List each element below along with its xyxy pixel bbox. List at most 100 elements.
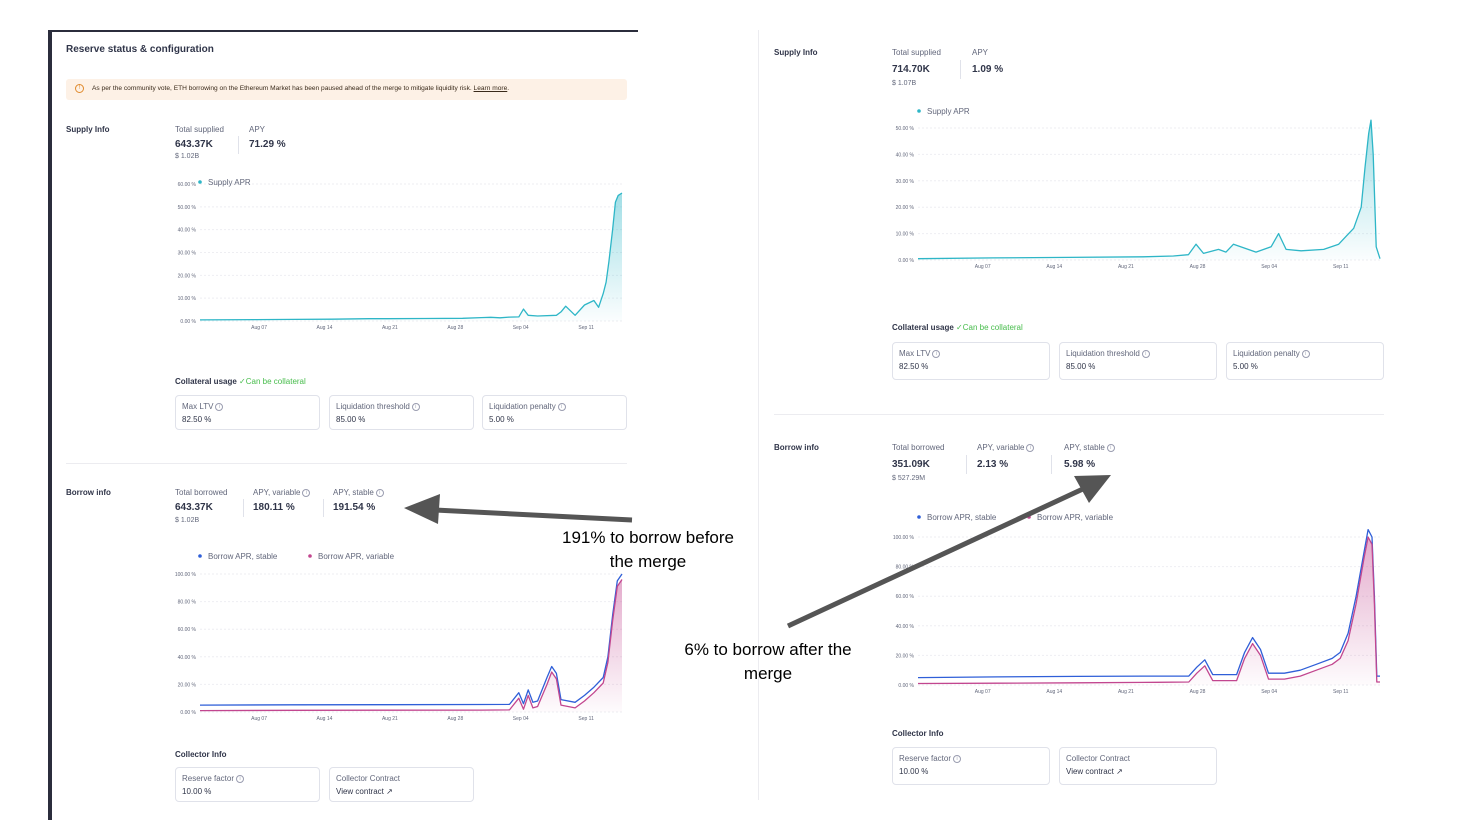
collector-contract-label: Collector Contract xyxy=(1066,754,1131,763)
legend-label: Borrow APR, variable xyxy=(1037,513,1114,522)
view-contract-link[interactable]: View contract ↗ xyxy=(336,787,393,796)
y-tick-label: 10.00 % xyxy=(178,296,197,302)
collector-info-label: Collector Info xyxy=(175,750,227,759)
reserve-factor-value: 10.00 % xyxy=(182,787,212,796)
arrowhead-after xyxy=(1074,475,1111,503)
learn-more-link[interactable]: Learn more xyxy=(473,85,508,92)
divider xyxy=(960,60,961,79)
series-area xyxy=(918,120,1380,260)
y-tick-label: 0.00 % xyxy=(180,319,196,325)
liquidation-penalty-text: Liquidation penalty xyxy=(1233,349,1300,358)
total-supplied-usd: $ 1.02B xyxy=(175,153,200,160)
info-icon[interactable]: i xyxy=(1026,444,1035,452)
y-tick-label: 30.00 % xyxy=(178,251,197,257)
liquidation-penalty-label: Liquidation penalty i xyxy=(1233,349,1310,358)
info-icon[interactable]: i xyxy=(302,489,311,497)
supply-apy-value: 1.09 % xyxy=(972,64,1004,75)
collateral-usage-text: Collateral usage xyxy=(175,377,237,386)
y-tick-label: 20.00 % xyxy=(178,682,197,688)
y-tick-label: 50.00 % xyxy=(178,205,197,211)
max-ltv-label: Max LTV i xyxy=(182,402,224,411)
reserve-panel-before xyxy=(48,30,638,820)
reserve-factor-text: Reserve factor xyxy=(899,754,952,763)
divider xyxy=(1051,455,1052,474)
series-line xyxy=(917,119,1381,260)
max-ltv-box: Max LTV i 82.50 % xyxy=(892,342,1050,380)
info-icon[interactable]: i xyxy=(411,403,420,411)
info-icon[interactable]: i xyxy=(236,775,245,783)
y-tick-label: 10.00 % xyxy=(896,232,915,238)
apy-stable-value: 5.98 % xyxy=(1064,459,1096,470)
y-tick-label: 40.00 % xyxy=(178,228,197,234)
x-tick-label: Sep 04 xyxy=(1261,264,1277,270)
info-icon[interactable]: i xyxy=(557,403,566,411)
series-area xyxy=(200,193,622,321)
legend-marker xyxy=(308,554,312,558)
liquidation-threshold-value: 85.00 % xyxy=(336,415,366,424)
y-tick-label: 20.00 % xyxy=(896,205,915,211)
legend-label: Borrow APR, variable xyxy=(318,552,395,561)
supply-apy-label: APY xyxy=(972,48,989,57)
y-tick-label: 50.00 % xyxy=(896,126,915,132)
info-icon[interactable]: i xyxy=(1301,350,1310,358)
info-icon[interactable]: i xyxy=(1141,350,1150,358)
supply-apy-value: 71.29 % xyxy=(249,139,286,150)
x-tick-label: Aug 21 xyxy=(1118,264,1134,270)
annotation-before: 191% to borrow before the merge xyxy=(540,526,756,574)
liquidation-threshold-text: Liquidation threshold xyxy=(1066,349,1140,358)
x-tick-label: Aug 28 xyxy=(1190,264,1206,270)
x-tick-label: Aug 14 xyxy=(1046,264,1062,270)
total-supplied-value: 714.70K xyxy=(892,64,930,75)
x-tick-label: Sep 04 xyxy=(513,716,529,722)
total-supplied-usd: $ 1.07B xyxy=(892,80,917,87)
check-icon: ✓ xyxy=(239,377,246,386)
liquidation-penalty-label: Liquidation penalty i xyxy=(489,402,566,411)
supply-apy-label: APY xyxy=(249,125,266,134)
x-tick-label: Aug 14 xyxy=(317,716,333,722)
y-tick-label: 30.00 % xyxy=(896,179,915,185)
panel-divider xyxy=(758,30,759,800)
reserve-factor-value: 10.00 % xyxy=(899,767,929,776)
series-line xyxy=(199,573,623,706)
total-borrowed-label: Total borrowed xyxy=(175,488,228,497)
divider xyxy=(243,499,244,517)
total-supplied-value: 643.37K xyxy=(175,139,213,150)
info-icon[interactable]: i xyxy=(1106,444,1115,452)
view-contract-link[interactable]: View contract ↗ xyxy=(1066,767,1123,776)
info-icon[interactable]: i xyxy=(953,755,962,763)
apy-variable-value: 2.13 % xyxy=(977,459,1009,470)
warning-icon: ! xyxy=(75,84,84,93)
total-borrowed-value: 351.09K xyxy=(892,459,930,470)
legend-marker xyxy=(198,180,202,184)
alert-message: As per the community vote, ETH borrowing… xyxy=(92,85,472,92)
y-tick-label: 80.00 % xyxy=(896,565,915,571)
view-contract-text[interactable]: View contract xyxy=(1066,767,1114,776)
apy-stable-value: 191.54 % xyxy=(333,502,376,513)
total-borrowed-usd: $ 1.02B xyxy=(175,517,200,524)
supply-apr-chart-after: 0.00 % 10.00 % 20.00 % 30.00 % 40.00 % 50.00 … xyxy=(896,107,1381,270)
liquidation-penalty-text: Liquidation penalty xyxy=(489,402,556,411)
apy-stable-label: APY, stable i xyxy=(333,488,384,497)
apy-stable-label: APY, stable i xyxy=(1064,443,1115,452)
legend-marker xyxy=(198,554,202,558)
section-divider xyxy=(774,414,1384,415)
y-tick-label: 0.00 % xyxy=(180,710,196,716)
collector-contract-label: Collector Contract xyxy=(336,774,401,783)
x-tick-label: Aug 21 xyxy=(382,716,398,722)
divider xyxy=(323,499,324,517)
reserve-factor-box: Reserve factor i 10.00 % xyxy=(892,747,1050,785)
view-contract-text[interactable]: View contract xyxy=(336,787,384,796)
liquidation-threshold-box: Liquidation threshold i 85.00 % xyxy=(329,395,474,430)
reserve-factor-label: Reserve factor i xyxy=(182,774,245,783)
series-line xyxy=(917,528,1380,679)
x-tick-label: Aug 07 xyxy=(975,264,991,270)
info-icon[interactable]: i xyxy=(932,350,941,358)
borrow-apr-chart-before: 0.00 % 20.00 % 40.00 % 60.00 % 80.00 % 100.00… xyxy=(175,552,623,722)
x-tick-label: Aug 21 xyxy=(1118,689,1134,695)
y-tick-label: 0.00 % xyxy=(898,258,914,264)
total-borrowed-usd: $ 527.29M xyxy=(892,475,926,482)
legend-label: Borrow APR, stable xyxy=(208,552,278,561)
info-icon[interactable]: i xyxy=(215,403,224,411)
info-icon[interactable]: i xyxy=(375,489,384,497)
max-ltv-value: 82.50 % xyxy=(899,362,929,371)
